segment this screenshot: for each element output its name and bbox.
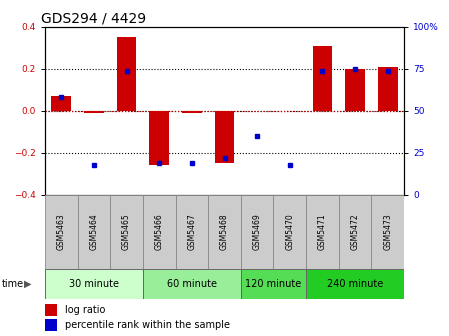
Text: GSM5467: GSM5467 (187, 213, 196, 250)
Text: GSM5472: GSM5472 (351, 213, 360, 250)
Text: log ratio: log ratio (65, 305, 105, 315)
Text: GSM5463: GSM5463 (57, 213, 66, 250)
Bar (143, 269, 241, 299)
Text: 30 minute: 30 minute (69, 279, 119, 289)
Bar (45, 304, 57, 316)
Text: GSM5470: GSM5470 (285, 213, 294, 250)
Bar (215, 111, 234, 163)
Bar (345, 69, 365, 111)
Bar (241, 269, 306, 299)
Bar (150, 111, 169, 166)
Text: GSM5464: GSM5464 (89, 213, 98, 250)
Bar (339, 195, 371, 269)
Bar (313, 46, 332, 111)
Text: GSM5469: GSM5469 (253, 213, 262, 250)
Bar (241, 195, 273, 269)
Bar (84, 111, 104, 113)
Text: GSM5465: GSM5465 (122, 213, 131, 250)
Bar (306, 269, 404, 299)
Text: 240 minute: 240 minute (327, 279, 383, 289)
Bar (176, 195, 208, 269)
Bar (78, 195, 110, 269)
Bar (208, 195, 241, 269)
Bar (45, 319, 57, 331)
Text: 60 minute: 60 minute (167, 279, 217, 289)
Bar (52, 96, 71, 111)
Bar (371, 195, 404, 269)
Bar (110, 195, 143, 269)
Bar (306, 195, 339, 269)
Bar (273, 195, 306, 269)
Bar (378, 67, 397, 111)
Bar (45, 195, 78, 269)
Text: GSM5466: GSM5466 (155, 213, 164, 250)
Bar (182, 111, 202, 113)
Text: time: time (2, 279, 24, 289)
Text: GSM5468: GSM5468 (220, 213, 229, 250)
Bar (45, 269, 143, 299)
Text: percentile rank within the sample: percentile rank within the sample (65, 320, 229, 330)
Text: GSM5471: GSM5471 (318, 213, 327, 250)
Text: ▶: ▶ (24, 279, 31, 289)
Bar (143, 195, 176, 269)
Text: GDS294 / 4429: GDS294 / 4429 (41, 12, 146, 26)
Text: 120 minute: 120 minute (245, 279, 302, 289)
Bar (117, 37, 136, 111)
Text: GSM5473: GSM5473 (383, 213, 392, 250)
